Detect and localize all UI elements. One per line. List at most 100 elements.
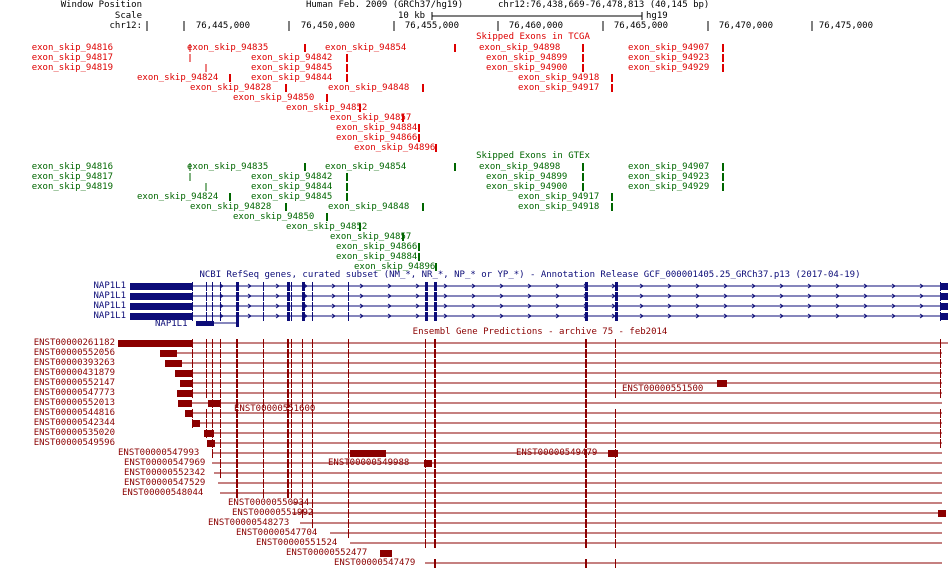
ensembl-exon-block[interactable]	[940, 419, 941, 428]
ensembl-transcript-label[interactable]: ENST00000535020	[33, 428, 115, 438]
refseq-exon-block[interactable]	[302, 282, 305, 291]
ensembl-exon-block[interactable]	[302, 409, 303, 418]
ensembl-exon-block[interactable]	[312, 409, 313, 418]
refseq-exon-block[interactable]	[287, 282, 290, 291]
ensembl-transcript-label[interactable]: ENST00000549596	[33, 438, 115, 448]
exon-skip-label[interactable]: exon_skip_94900	[486, 182, 568, 192]
exon-skip-label[interactable]: exon_skip_94929	[628, 182, 710, 192]
track-left-label[interactable]: exon_skip_94816	[31, 43, 113, 53]
ensembl-exon-block[interactable]	[434, 469, 436, 478]
exon-skip-block[interactable]	[582, 44, 584, 52]
track-left-label[interactable]: exon_skip_94817	[31, 53, 113, 63]
ensembl-exon-block[interactable]	[287, 489, 289, 498]
ensembl-utr-block[interactable]	[185, 410, 192, 417]
ensembl-exon-block[interactable]	[585, 489, 587, 498]
exon-skip-block[interactable]	[326, 94, 328, 102]
exon-skip-label[interactable]: exon_skip_94896	[354, 143, 436, 153]
ensembl-exon-block[interactable]	[291, 489, 292, 498]
ensembl-exon-block[interactable]	[615, 559, 616, 568]
ensembl-exon-block[interactable]	[434, 409, 436, 418]
ensembl-exon-block[interactable]	[940, 409, 941, 418]
refseq-exon-block[interactable]	[291, 302, 292, 311]
ensembl-inline-label[interactable]: ENST00000547479	[334, 558, 416, 568]
ensembl-exon-block[interactable]	[434, 349, 436, 358]
ensembl-inline-label[interactable]: ENST00000551600	[234, 404, 316, 414]
ensembl-exon-block[interactable]	[220, 349, 221, 358]
ensembl-exon-block[interactable]	[348, 349, 349, 358]
refseq-gene-label[interactable]: NAP1L1	[93, 311, 126, 321]
ensembl-exon-block[interactable]	[263, 489, 264, 498]
ensembl-exon-block[interactable]	[192, 369, 193, 378]
ensembl-exon-block[interactable]	[287, 359, 289, 368]
ensembl-exon-block[interactable]	[220, 389, 221, 398]
ensembl-exon-block[interactable]	[287, 459, 289, 468]
refseq-exon-block[interactable]	[220, 312, 221, 321]
ensembl-inline-label[interactable]: ENST00000551992	[232, 508, 314, 518]
ensembl-exon-block[interactable]	[434, 519, 436, 528]
ensembl-exon-block[interactable]	[615, 369, 616, 378]
refseq-exon-block[interactable]	[220, 292, 221, 301]
ensembl-exon-block[interactable]	[615, 509, 616, 518]
ensembl-exon-block[interactable]	[585, 389, 587, 398]
ensembl-exon-block[interactable]	[212, 409, 213, 418]
refseq-inline-gene-label[interactable]: NAP1L1	[155, 319, 188, 329]
ensembl-exon-block[interactable]	[236, 429, 238, 438]
refseq-exon-block[interactable]	[212, 312, 213, 321]
exon-skip-label[interactable]: exon_skip_94844	[251, 73, 333, 83]
ensembl-exon-block[interactable]	[348, 479, 349, 488]
exon-skip-label[interactable]: exon_skip_94907	[628, 43, 710, 53]
refseq-exon-block[interactable]	[206, 292, 207, 301]
ensembl-exon-block[interactable]	[585, 429, 587, 438]
exon-skip-block[interactable]	[722, 173, 724, 181]
ensembl-exon-block[interactable]	[212, 389, 213, 398]
ensembl-exon-block[interactable]	[236, 489, 238, 498]
ensembl-inline-label[interactable]: ENST00000547969	[124, 458, 206, 468]
ensembl-exon-block[interactable]	[434, 399, 436, 408]
ensembl-inline-label[interactable]: ENST00000551524	[256, 538, 338, 548]
ensembl-exon-block[interactable]	[615, 479, 616, 488]
ensembl-exon-block[interactable]	[192, 419, 193, 428]
ensembl-exon-block[interactable]	[236, 439, 238, 448]
exon-skip-label[interactable]: exon_skip_94852	[286, 222, 368, 232]
ensembl-exon-block[interactable]	[192, 339, 193, 348]
ensembl-exon-block[interactable]	[212, 369, 213, 378]
ensembl-exon-block[interactable]	[434, 439, 436, 448]
ensembl-exon-block[interactable]	[287, 409, 289, 418]
ensembl-exon-block[interactable]	[348, 359, 349, 368]
refseq-exon-block[interactable]	[287, 292, 290, 301]
ensembl-exon-block[interactable]	[434, 339, 436, 348]
ensembl-exon-block[interactable]	[312, 389, 313, 398]
exon-skip-block[interactable]	[422, 84, 424, 92]
exon-skip-block[interactable]	[435, 263, 437, 271]
ensembl-exon-block[interactable]	[212, 399, 213, 408]
ensembl-exon-block[interactable]	[425, 369, 426, 378]
refseq-exon-block[interactable]	[312, 282, 313, 291]
ensembl-exon-block[interactable]	[263, 389, 264, 398]
exon-skip-label[interactable]: exon_skip_94857	[330, 232, 412, 242]
ensembl-exon-block[interactable]	[585, 509, 587, 518]
ensembl-exon-block[interactable]	[206, 409, 207, 418]
exon-skip-label[interactable]: exon_skip_94845	[251, 192, 333, 202]
ensembl-exon-block[interactable]	[940, 429, 941, 438]
ensembl-exon-block[interactable]	[940, 439, 941, 448]
ensembl-exon-block[interactable]	[263, 429, 264, 438]
ensembl-exon-block[interactable]	[236, 449, 238, 458]
ensembl-transcript-label[interactable]: ENST00000552147	[33, 378, 115, 388]
ensembl-exon-block[interactable]	[425, 389, 426, 398]
exon-skip-block[interactable]	[402, 114, 404, 122]
ensembl-exon-block[interactable]	[434, 449, 436, 458]
ensembl-exon-block[interactable]	[263, 409, 264, 418]
ensembl-exon-block[interactable]	[236, 419, 238, 428]
ensembl-exon-block[interactable]	[585, 459, 587, 468]
exon-skip-block[interactable]	[722, 183, 724, 191]
ensembl-exon-block[interactable]	[425, 409, 426, 418]
ensembl-exon-block[interactable]	[585, 419, 587, 428]
exon-skip-block[interactable]	[402, 233, 404, 241]
ensembl-exon-block[interactable]	[425, 469, 426, 478]
ensembl-exon-block[interactable]	[192, 379, 193, 388]
ensembl-track-title[interactable]: Ensembl Gene Predictions - archive 75 - …	[412, 327, 668, 337]
ensembl-exon-block[interactable]	[585, 559, 587, 568]
ensembl-exon-block[interactable]	[287, 369, 289, 378]
exon-skip-label[interactable]: exon_skip_94884	[336, 123, 418, 133]
